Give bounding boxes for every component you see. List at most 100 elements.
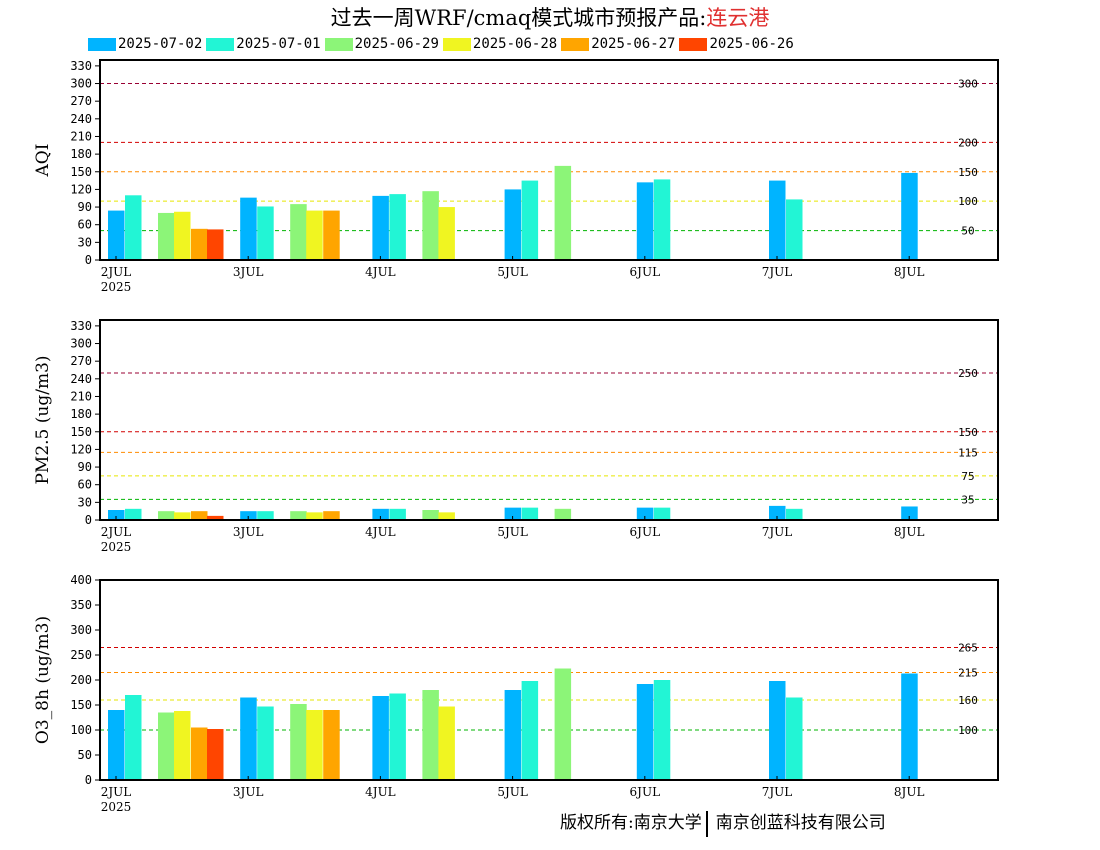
y-tick-label: 30 (78, 235, 92, 249)
bar (323, 511, 340, 520)
bar (786, 697, 803, 780)
bar (207, 729, 224, 780)
y-tick-label: 0 (85, 253, 92, 267)
x-tick-label: 2JUL (101, 525, 132, 539)
y-tick-label: 150 (70, 165, 92, 179)
threshold-label: 35 (961, 493, 974, 506)
x-tick-label: 4JUL (365, 525, 396, 539)
bar (323, 710, 340, 780)
y-tick-label: 300 (70, 77, 92, 91)
legend-label: 2025-07-01 (236, 36, 321, 52)
bar (240, 511, 257, 520)
threshold-label: 265 (958, 642, 978, 655)
legend-label: 2025-06-27 (591, 36, 676, 52)
bar (240, 697, 257, 780)
legend-swatch (206, 37, 235, 51)
y-axis-title: O3_8h (ug/m3) (33, 616, 53, 744)
y-tick-label: 180 (70, 147, 92, 161)
legend-swatch (679, 37, 708, 51)
legend-label: 2025-06-29 (354, 36, 439, 52)
x-tick-label: 7JUL (762, 525, 793, 539)
x-tick-label: 6JUL (630, 525, 661, 539)
bar (306, 512, 323, 520)
x-tick-label: 3JUL (233, 265, 264, 279)
x-tick-label: 2JUL (101, 785, 132, 799)
bar (372, 696, 389, 780)
threshold-label: 150 (958, 426, 978, 439)
bar (158, 511, 175, 520)
legend-item: 2025-06-26 (679, 35, 794, 53)
x-tick-label: 5JUL (497, 785, 528, 799)
bar (901, 673, 918, 780)
plot-frame (99, 579, 999, 781)
y-tick-label: 240 (70, 372, 92, 386)
x-tick-label: 3JUL (233, 525, 264, 539)
bar (108, 710, 125, 780)
x-tick-label: 4JUL (365, 785, 396, 799)
legend-label: 2025-06-28 (472, 36, 558, 52)
bar (504, 507, 522, 520)
bar (125, 195, 142, 260)
x-tick-label: 5JUL (497, 525, 528, 539)
bar (240, 197, 257, 260)
chart-title: 过去一周WRF/cmaq模式城市预报产品:连云港 (0, 2, 1100, 32)
bar (554, 165, 572, 260)
bar (504, 690, 522, 780)
y-tick-label: 100 (70, 723, 92, 737)
bar (191, 727, 208, 780)
title-city: 连云港 (706, 6, 770, 30)
y-tick-label: 150 (70, 425, 92, 439)
bar (521, 681, 539, 780)
bar (521, 180, 539, 260)
bar (786, 508, 803, 520)
bar (207, 229, 224, 260)
y-tick-label: 90 (78, 200, 92, 214)
legend-swatch (324, 37, 353, 51)
bar (174, 211, 191, 260)
x-tick-label: 7JUL (762, 785, 793, 799)
bar (174, 512, 191, 520)
y-tick-label: 30 (78, 495, 92, 509)
legend-item: 2025-06-27 (561, 35, 675, 53)
bar (108, 210, 125, 260)
bar (290, 704, 307, 780)
bar (438, 706, 455, 780)
legend-item: 2025-06-29 (324, 35, 439, 53)
y-tick-label: 200 (70, 673, 92, 687)
bar (786, 199, 803, 260)
threshold-label: 50 (961, 225, 974, 238)
bar (257, 206, 274, 260)
year-label: 2025 (101, 800, 132, 814)
x-tick-label: 8JUL (894, 785, 925, 799)
bar (207, 515, 224, 520)
bar (422, 690, 439, 780)
chart-panel-1: 50 100 150 200 300 0 30 60 90 120 150 180 210 240 270 3… (33, 59, 999, 294)
legend-swatch (88, 37, 116, 51)
bar (372, 508, 389, 520)
chart-panel-2: 35 75 115 150 250 0 30 60 90 120 150 180 210 240 270 30… (33, 319, 999, 554)
y-axis-title: AQI (33, 144, 53, 178)
bar (438, 512, 455, 520)
bar (769, 180, 786, 260)
bar (389, 508, 406, 520)
bar (191, 228, 208, 260)
y-tick-label: 270 (70, 94, 92, 108)
bar (422, 191, 439, 260)
bar (389, 693, 406, 780)
copyright: 版权所有:南京大学 南京创蓝科技有限公司 (560, 808, 886, 837)
y-tick-label: 300 (70, 623, 92, 637)
legend-swatch (561, 37, 590, 51)
x-tick-label: 5JUL (497, 265, 528, 279)
threshold-label: 215 (958, 667, 978, 680)
legend: 2025-07-02 2025-07-01 2025-06-29 2025-06… (88, 35, 794, 53)
bar (257, 511, 274, 520)
threshold-label: 100 (958, 724, 978, 737)
y-axis-title: PM2.5 (ug/m3) (33, 355, 53, 484)
bar (653, 507, 671, 520)
bar (554, 668, 572, 780)
bar (158, 712, 175, 780)
title-main: 过去一周WRF/cmaq模式城市预报产品: (330, 6, 707, 30)
bar (306, 210, 323, 260)
bar (257, 706, 274, 780)
plot-frame (99, 59, 999, 261)
